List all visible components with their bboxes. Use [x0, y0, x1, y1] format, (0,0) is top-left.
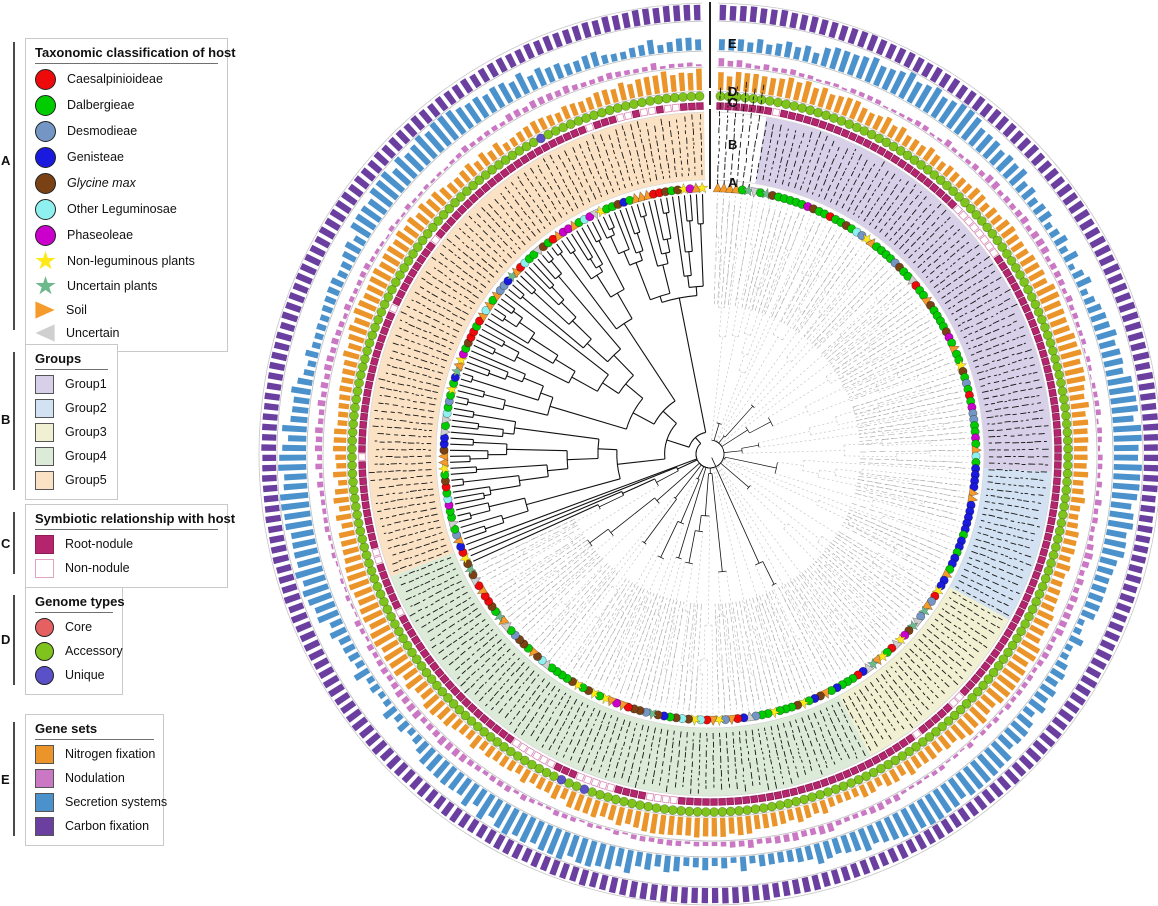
legend-item: Core: [35, 618, 113, 637]
divider-label-C: C: [728, 95, 738, 110]
group4-swatch: [35, 447, 54, 466]
divider-label-E: E: [728, 36, 737, 51]
legend-symbiotic: Symbiotic relationship with host Root-no…: [25, 504, 235, 588]
bar-track-nitrogen-fixation: [333, 68, 1090, 838]
bracket-c-letter: C: [1, 536, 11, 551]
legend-item: Root-nodule: [35, 535, 218, 554]
legend-taxonomic-title: Taxonomic classification of host: [35, 45, 236, 64]
accessory-swatch: [35, 642, 54, 661]
legend-item: Accessory: [35, 642, 123, 661]
legend-item: Dalbergieae: [35, 95, 218, 116]
bracket-c: [13, 512, 15, 574]
legend-item: Secretion systems: [35, 793, 167, 812]
bracket-b-letter: B: [1, 412, 11, 427]
legend-genome-title: Genome types: [35, 594, 125, 613]
ring-divider: E DC B A: [709, 2, 738, 190]
bracket-d: [13, 595, 15, 685]
desmodieae-swatch: [35, 121, 56, 142]
legend-item: Nitrogen fixation: [35, 745, 155, 764]
tip-label-marks: [368, 81, 1049, 794]
genisteae-swatch: [35, 147, 56, 168]
legend-item: Genisteae: [35, 147, 218, 168]
bar-track-secretion-systems: [278, 37, 1142, 874]
bracket-a-letter: A: [1, 153, 11, 168]
caesalpinioideae-swatch: [35, 69, 56, 90]
group-band-ring: [367, 112, 1052, 797]
legend-item: Nodulation: [35, 769, 154, 788]
dalbergieae-swatch: [35, 95, 56, 116]
bar-track-nodulation: [314, 58, 1103, 849]
legend-item: Non-leguminous plants: [35, 251, 218, 271]
legend-item: Unique: [35, 666, 113, 685]
legend-item: Uncertain plants: [35, 276, 218, 296]
nodulation-swatch: [35, 769, 54, 788]
legend-item: Glycine max: [35, 173, 218, 194]
legend-item: Non-nodule: [35, 559, 218, 578]
host-symbol-ring: [437, 181, 983, 727]
carbon-fixation-swatch: [35, 817, 54, 836]
legend-genesets-title: Gene sets: [35, 721, 154, 740]
legend-item: Group3: [35, 423, 108, 442]
legend-item: Phaseoleae: [35, 225, 218, 246]
uncertain-triangle-icon: [35, 324, 55, 342]
legend-groups-title: Groups: [35, 351, 108, 370]
group2-swatch: [35, 399, 54, 418]
legend-groups: Groups Group1 Group2 Group3 Group4 Group…: [25, 344, 118, 500]
legend-item: Group1: [35, 375, 108, 394]
legend-item: Group4: [35, 447, 108, 466]
divider-label-A: A: [728, 175, 738, 190]
bracket-e-letter: E: [1, 772, 10, 787]
legend-item: Group5: [35, 471, 108, 490]
genome-type-ring: [347, 91, 1073, 817]
group5-swatch: [35, 471, 54, 490]
legend-genome: Genome types Core Accessory Unique: [25, 587, 125, 695]
bar-track-carbon-fixation: [261, 4, 1158, 904]
legend-item: Other Leguminosae: [35, 199, 218, 220]
root-nodule-swatch: [35, 535, 54, 554]
legend-item: Desmodieae: [35, 121, 218, 142]
nitrogen-fixation-swatch: [35, 745, 54, 764]
non-leguminous-star-icon: [35, 251, 56, 270]
non-nodule-swatch: [35, 559, 54, 578]
core-swatch: [35, 618, 54, 637]
soil-triangle-icon: [35, 301, 55, 319]
bracket-a: [13, 42, 15, 330]
legend-item: Soil: [35, 301, 218, 319]
secretion-systems-swatch: [35, 793, 54, 812]
group3-swatch: [35, 423, 54, 442]
bracket-b: [13, 352, 15, 490]
other-leguminosae-swatch: [35, 199, 56, 220]
uncertain-plants-star-icon: [35, 276, 56, 295]
legend-taxonomic: Taxonomic classification of host Caesalp…: [25, 38, 236, 352]
glycine-max-swatch: [35, 173, 56, 194]
phaseoleae-swatch: [35, 225, 56, 246]
divider-label-D: D: [728, 84, 737, 99]
root-nodule-ring: [358, 102, 1062, 806]
phylogenetic-tree: [449, 194, 971, 715]
unique-swatch: [35, 666, 54, 685]
legend-item: Caesalpinioideae: [35, 69, 218, 90]
bracket-d-letter: D: [1, 632, 11, 647]
legend-item: Carbon fixation: [35, 817, 154, 836]
legend-item: Group2: [35, 399, 108, 418]
legend-symbiotic-title: Symbiotic relationship with host: [35, 511, 235, 530]
track-gridlines: [258, 2, 1158, 906]
legend-item: Uncertain: [35, 324, 218, 342]
bracket-e: [13, 722, 15, 836]
group1-swatch: [35, 375, 54, 394]
legend-genesets: Gene sets Nitrogen fixation Nodulation S…: [25, 714, 167, 846]
divider-label-B: B: [728, 137, 737, 152]
